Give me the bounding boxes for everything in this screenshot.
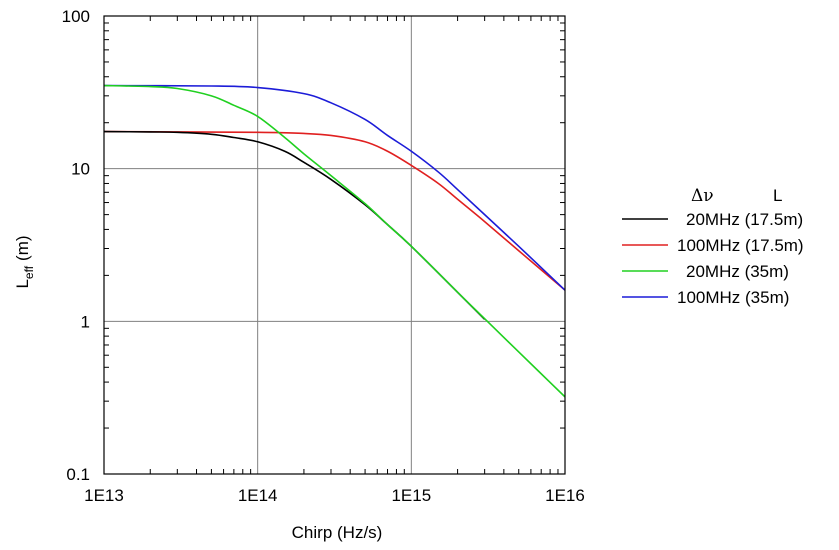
x-tick-label: 1E16 bbox=[545, 486, 585, 505]
legend-entry-label: 20MHz (35m) bbox=[686, 262, 789, 281]
x-tick-label: 1E14 bbox=[238, 486, 278, 505]
series-layer bbox=[103, 84, 566, 398]
grid bbox=[104, 16, 565, 474]
y-tick-label: 0.1 bbox=[66, 465, 90, 484]
x-tick-label: 1E13 bbox=[84, 486, 124, 505]
legend-entry-label: 20MHz (17.5m) bbox=[686, 210, 803, 229]
legend-entry-label: 100MHz (35m) bbox=[677, 288, 789, 307]
x-tick-label: 1E15 bbox=[391, 486, 431, 505]
legend-header-delta-nu: Δν bbox=[691, 186, 714, 206]
series-line-3 bbox=[103, 84, 566, 398]
legend-entry-label: 100MHz (17.5m) bbox=[677, 236, 804, 255]
series-line-1 bbox=[103, 130, 486, 320]
series-line-4 bbox=[103, 84, 566, 291]
axis-ticks: 1E13 1E14 1E15 1E16 0.1 1 10 100 bbox=[62, 7, 585, 505]
y-tick-label: 10 bbox=[71, 160, 90, 179]
y-axis-title-sub: eff bbox=[22, 265, 36, 279]
svg-text:Leff(m): Leff (m) bbox=[13, 235, 36, 288]
y-tick-label: 100 bbox=[62, 7, 90, 26]
y-axis-title-main: L bbox=[13, 279, 32, 288]
series-line-2 bbox=[103, 130, 566, 291]
plot-frame bbox=[103, 15, 566, 475]
legend: Δν L 20MHz (17.5m) 100MHz (17.5m) 20MHz (3… bbox=[622, 186, 804, 307]
y-tick-label: 1 bbox=[81, 312, 90, 331]
y-axis-title-unit: (m) bbox=[13, 235, 32, 260]
x-axis-title: Chirp (Hz/s) bbox=[292, 523, 383, 542]
y-axis-title: Leff (m) bbox=[13, 235, 36, 288]
legend-header-l: L bbox=[773, 186, 782, 205]
